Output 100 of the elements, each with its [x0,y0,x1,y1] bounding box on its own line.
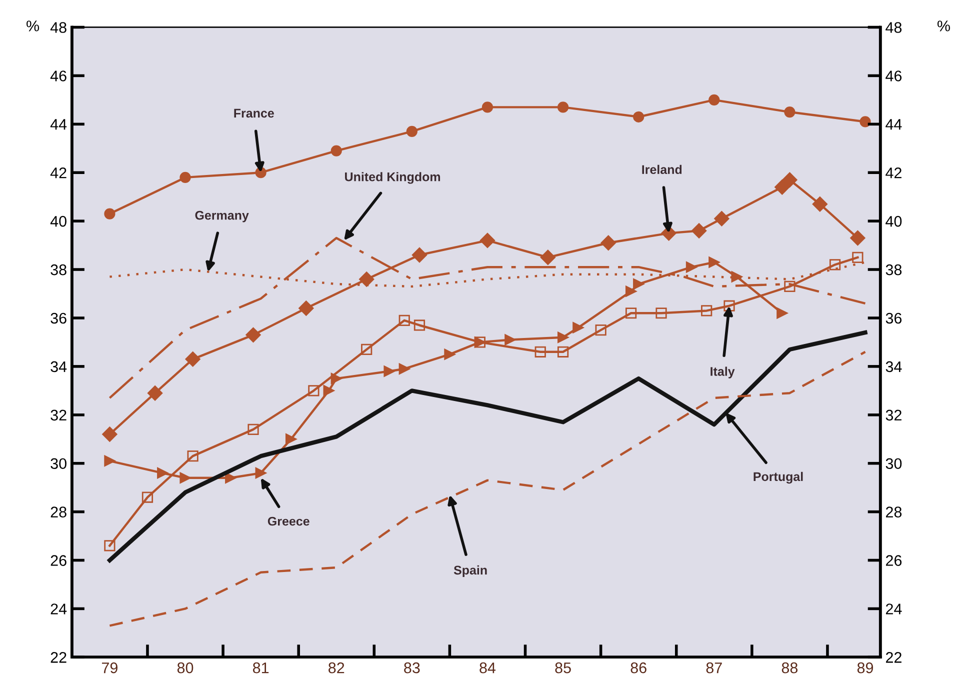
y2-tick-label: 34 [886,361,902,372]
point [104,455,116,466]
y2-tick-label: 46 [886,70,902,82]
annotation: Portugal [754,472,803,484]
point [187,450,198,462]
point [359,272,374,287]
point [180,172,191,184]
y2-tick-label: 40 [886,216,902,227]
y2-tick-label: 28 [886,506,902,518]
y2-tick-label: 24 [886,604,902,614]
point [406,126,418,137]
x-tick-label: 79 [102,662,118,674]
x-tick-label: 86 [630,662,646,674]
point [852,252,864,263]
annotation: Greece [268,516,310,526]
x-tick-label: 81 [252,662,269,674]
point [686,262,698,273]
y2-tick-label: 36 [886,312,902,324]
point [572,322,584,334]
x-tick-label: 85 [555,662,571,674]
point [708,94,720,106]
point [691,223,707,238]
point [361,344,372,356]
point [308,385,320,396]
y2-axis-title: % [937,20,950,32]
point [147,386,163,401]
point [782,172,798,188]
point [633,278,644,290]
y-tick-label: 30 [50,458,66,470]
x-tick-label: 83 [404,662,420,674]
point [246,327,261,343]
point [412,247,428,263]
y-tick-label: 42 [50,167,66,178]
y-tick-label: 22 [50,652,66,663]
y-tick-label: 32 [50,410,66,421]
y-tick-label: 38 [50,264,66,276]
point [701,305,712,316]
point [784,106,796,118]
point [812,196,828,212]
x-tick-label: 84 [480,662,496,674]
annotation: Spain [454,565,487,578]
point [731,271,742,282]
point [625,308,637,319]
y-tick-label: 46 [50,70,66,82]
y-tick-label: 26 [50,555,66,566]
point [444,348,456,360]
x-tick-label: 82 [328,662,344,674]
y-tick-label: 48 [50,22,66,33]
y2-tick-label: 48 [886,22,902,33]
y2-tick-label: 44 [886,119,902,130]
line-series [108,350,866,627]
point [398,314,410,326]
y2-tick-label: 32 [886,410,902,421]
point [774,180,790,195]
point [157,467,168,479]
point [534,346,546,358]
y-axis-title: % [26,20,40,32]
point [185,352,200,367]
annotation: France [234,108,274,118]
y-tick-label: 44 [50,119,67,130]
point [724,300,735,312]
point [540,250,556,265]
point [557,332,569,343]
point [860,116,871,128]
point [504,334,516,346]
y-tick-label: 36 [50,312,66,324]
y-tick-label: 40 [50,216,66,227]
x-tick-label: 80 [177,662,194,674]
y2-tick-label: 38 [886,264,902,276]
annotation: United Kingdom [345,172,440,184]
point [480,232,496,248]
point [557,346,569,358]
point [595,324,606,336]
y-tick-label: 28 [50,506,66,518]
annotation: Italy [710,366,735,378]
y2-tick-label: 30 [886,458,902,470]
y-tick-label: 24 [50,604,67,614]
x-tick-label: 88 [782,662,798,674]
point [656,308,667,319]
point [708,256,720,268]
point [298,300,314,316]
y2-tick-label: 26 [886,555,902,566]
point [104,540,116,552]
point [600,235,616,250]
point [784,280,796,292]
point [633,111,644,122]
point [625,286,637,297]
point [285,434,297,445]
point [482,102,494,113]
annotation: Ireland [642,164,682,174]
y-tick-label: 34 [50,361,67,372]
point [330,145,342,156]
point [776,308,788,319]
point [225,472,236,484]
y2-tick-label: 42 [886,167,902,178]
point [255,467,266,479]
point [384,366,395,377]
point [850,230,866,246]
point [104,208,116,220]
point [714,211,730,226]
